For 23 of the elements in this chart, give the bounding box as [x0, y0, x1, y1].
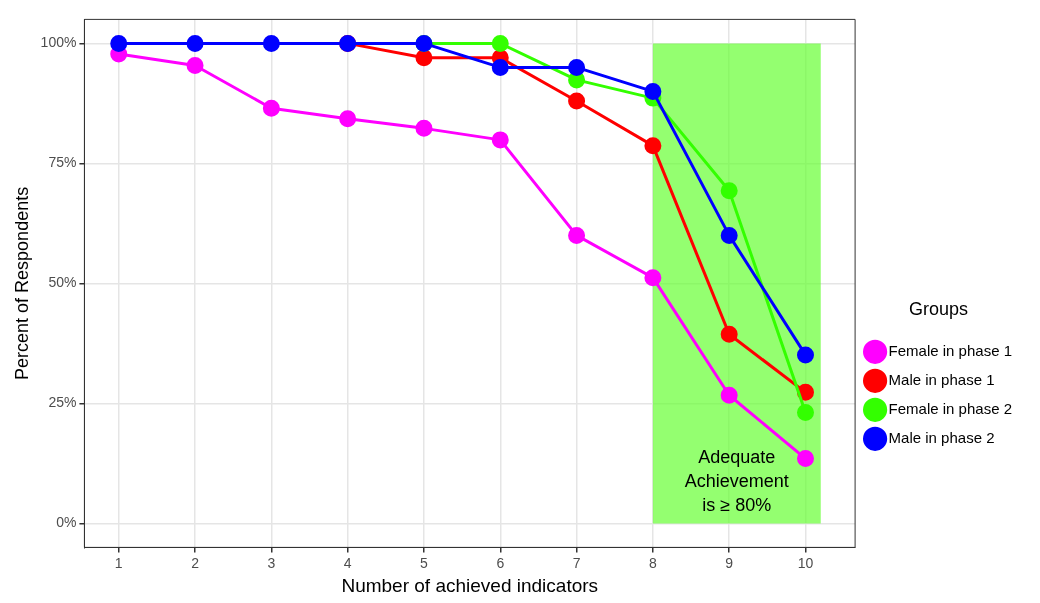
x-tick-label: 1: [114, 554, 123, 571]
y-tick-label: 100%: [40, 34, 77, 51]
y-tick-label: 25%: [48, 394, 77, 411]
x-tick-label: 8: [648, 554, 657, 571]
x-tick-label: 4: [343, 554, 352, 571]
x-tick-label: 9: [725, 554, 734, 571]
x-tick-label: 3: [267, 554, 276, 571]
x-tick-label: 10: [797, 554, 814, 571]
x-axis-title: Number of achieved indicators: [341, 574, 599, 596]
x-tick-label: 2: [191, 554, 200, 571]
y-tick-label: 0%: [56, 514, 77, 531]
legend-label: Male in phase 2: [888, 428, 995, 446]
legend-label: Female in phase 1: [888, 341, 1012, 359]
legend-title: Groups: [909, 298, 969, 319]
y-tick-label: 75%: [48, 154, 77, 171]
x-tick-label: 6: [496, 554, 505, 571]
x-tick-label: 7: [572, 554, 581, 571]
y-axis-title: Percent of Respondents: [11, 186, 32, 380]
legend-label: Female in phase 2: [888, 399, 1012, 417]
band-label: Adequate Achievement is ≥ 80%: [684, 447, 789, 516]
y-tick-label: 50%: [48, 274, 77, 291]
x-tick-label: 5: [420, 554, 429, 571]
legend-label: Male in phase 1: [888, 370, 995, 388]
